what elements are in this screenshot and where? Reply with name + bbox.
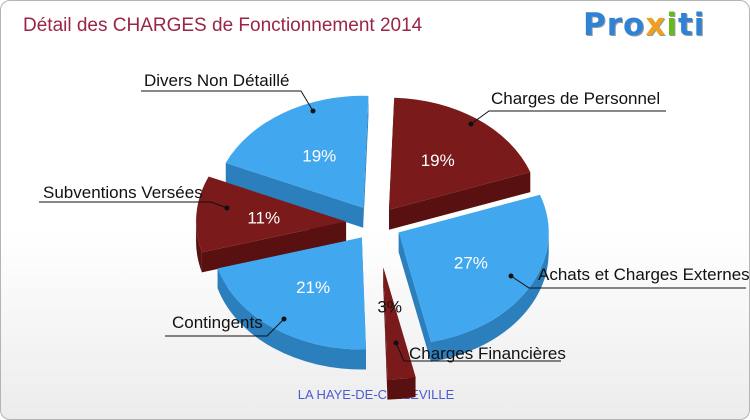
logo-part-x: x bbox=[645, 7, 667, 43]
leader-line bbox=[165, 318, 285, 337]
pie-slice-2[interactable] bbox=[398, 194, 549, 342]
proxiti-logo[interactable]: Proxiti bbox=[583, 7, 705, 43]
slice-side bbox=[387, 377, 416, 400]
slice-wall bbox=[201, 221, 347, 273]
leader-arrow-dot bbox=[224, 205, 230, 211]
slice-side bbox=[430, 232, 549, 362]
pie-percent-labels: 19% 27% 3% 21% 11% 19% bbox=[247, 147, 488, 317]
leader-line bbox=[395, 342, 561, 362]
slice-percent-label: 11% bbox=[247, 208, 280, 227]
logo-part-pro: Pro bbox=[583, 7, 646, 43]
slice-category-label: Charges de Personnel bbox=[491, 89, 660, 108]
leader-arrow-dot bbox=[393, 340, 399, 346]
slice-category-label: Contingents bbox=[172, 313, 263, 332]
slice-wall bbox=[383, 267, 388, 400]
slice-category-label: Achats et Charges Externes bbox=[538, 265, 750, 284]
pie-slice-4[interactable] bbox=[217, 237, 367, 350]
slice-side bbox=[196, 221, 202, 273]
slice-wall bbox=[363, 95, 369, 228]
logo-part-i: i bbox=[666, 7, 678, 43]
slice-percent-label: 19% bbox=[302, 147, 336, 166]
logo-part-ti: ti bbox=[677, 7, 706, 43]
leader-arrow-dot bbox=[310, 108, 316, 114]
pie-leader-lines bbox=[39, 90, 746, 362]
pie-slice-3[interactable] bbox=[383, 267, 416, 380]
pie-tops bbox=[196, 95, 549, 380]
leader-line bbox=[470, 110, 666, 125]
slice-category-label: Divers Non Détaillé bbox=[144, 71, 290, 90]
slice-side bbox=[217, 268, 367, 370]
slice-wall bbox=[225, 162, 364, 228]
pie-slice-5[interactable] bbox=[196, 176, 347, 253]
slice-percent-label: 27% bbox=[454, 253, 488, 272]
leader-arrow-dot bbox=[468, 121, 474, 127]
slice-category-label: Charges Financières bbox=[409, 344, 566, 363]
pie-slice-6[interactable] bbox=[225, 95, 369, 208]
leader-line bbox=[39, 201, 228, 209]
slice-wall bbox=[388, 172, 531, 230]
leader-line bbox=[510, 275, 746, 289]
leader-line bbox=[141, 90, 314, 112]
slice-percent-label: 21% bbox=[296, 278, 330, 297]
slice-percent-label: 19% bbox=[421, 151, 455, 170]
slice-percent-label: 3% bbox=[377, 298, 402, 317]
slice-wall bbox=[398, 232, 431, 362]
pie-slice-1[interactable] bbox=[388, 97, 531, 210]
pie-category-labels: Charges de Personnel Achats et Charges Ex… bbox=[43, 71, 750, 363]
slice-category-label: Subventions Versées bbox=[43, 183, 203, 202]
leader-arrow-dot bbox=[281, 316, 287, 322]
leader-arrow-dot bbox=[508, 273, 514, 279]
chart-title: Détail des CHARGES de Fonctionnement 201… bbox=[23, 15, 423, 36]
